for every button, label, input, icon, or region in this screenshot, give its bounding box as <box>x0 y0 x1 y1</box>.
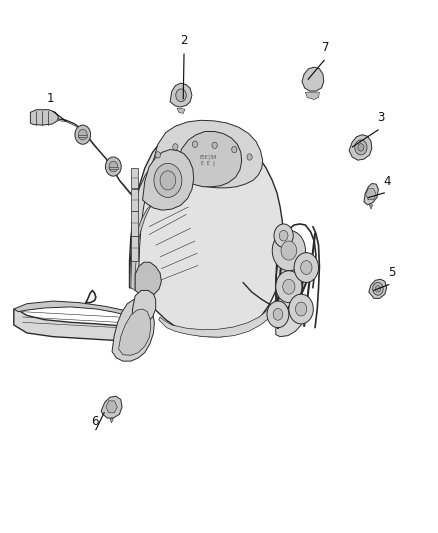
Circle shape <box>192 141 198 148</box>
Polygon shape <box>366 189 376 200</box>
Polygon shape <box>30 110 58 125</box>
Polygon shape <box>369 205 373 209</box>
Circle shape <box>274 224 293 247</box>
Polygon shape <box>175 132 242 187</box>
Circle shape <box>78 130 87 140</box>
Circle shape <box>176 89 186 102</box>
Circle shape <box>276 271 302 303</box>
Polygon shape <box>14 309 132 342</box>
Circle shape <box>75 125 91 144</box>
Circle shape <box>267 301 289 328</box>
Text: 2: 2 <box>180 34 188 47</box>
Polygon shape <box>135 262 161 296</box>
Circle shape <box>155 152 160 158</box>
Circle shape <box>109 161 118 172</box>
Text: 4: 4 <box>383 175 391 188</box>
Circle shape <box>160 171 176 190</box>
Circle shape <box>106 157 121 176</box>
Circle shape <box>173 144 178 150</box>
Polygon shape <box>305 92 319 100</box>
Circle shape <box>283 279 295 294</box>
Polygon shape <box>131 189 138 211</box>
Polygon shape <box>369 279 387 298</box>
Polygon shape <box>130 158 170 288</box>
Circle shape <box>154 164 182 197</box>
Text: 7: 7 <box>322 41 330 54</box>
Polygon shape <box>110 418 113 423</box>
Polygon shape <box>364 183 378 205</box>
Text: 6: 6 <box>91 415 98 428</box>
Text: 3: 3 <box>377 111 384 124</box>
Circle shape <box>295 302 307 316</box>
Polygon shape <box>109 166 118 168</box>
Circle shape <box>247 154 252 160</box>
Polygon shape <box>14 301 132 316</box>
Polygon shape <box>131 167 138 188</box>
Circle shape <box>375 286 381 292</box>
Polygon shape <box>119 309 151 356</box>
Polygon shape <box>101 396 122 418</box>
Polygon shape <box>131 211 138 236</box>
Circle shape <box>373 282 383 295</box>
Circle shape <box>294 253 318 282</box>
Polygon shape <box>131 236 138 261</box>
Circle shape <box>273 309 283 320</box>
Circle shape <box>355 140 367 155</box>
Polygon shape <box>112 298 154 361</box>
Circle shape <box>281 241 297 260</box>
Circle shape <box>300 261 312 274</box>
Polygon shape <box>302 67 324 91</box>
Polygon shape <box>152 120 263 188</box>
Polygon shape <box>130 127 284 337</box>
Circle shape <box>358 144 364 151</box>
Circle shape <box>272 230 305 271</box>
Polygon shape <box>276 236 304 337</box>
Polygon shape <box>143 150 194 210</box>
Text: E5E|5H
E E |: E5E|5H E E | <box>199 154 217 166</box>
Polygon shape <box>159 298 279 337</box>
Polygon shape <box>170 83 192 107</box>
Text: 5: 5 <box>388 266 395 279</box>
Polygon shape <box>177 108 185 114</box>
Polygon shape <box>78 135 87 137</box>
Circle shape <box>289 294 313 324</box>
Polygon shape <box>349 135 372 160</box>
Polygon shape <box>132 290 155 326</box>
Circle shape <box>232 147 237 153</box>
Polygon shape <box>106 401 117 413</box>
Polygon shape <box>131 203 153 290</box>
Circle shape <box>279 230 288 241</box>
Circle shape <box>212 142 217 149</box>
Text: 1: 1 <box>47 92 55 106</box>
